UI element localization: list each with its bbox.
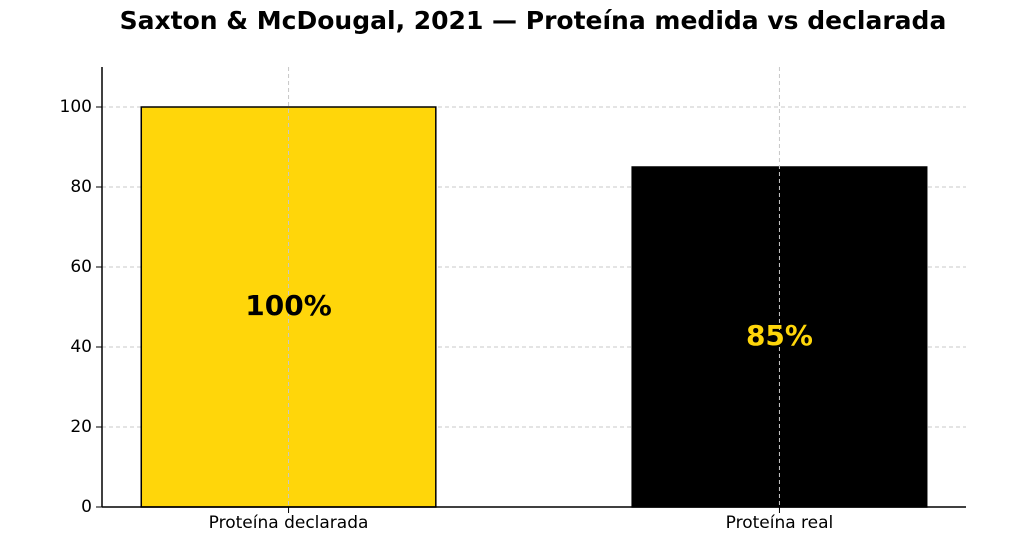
y-tick-label: 80 bbox=[70, 177, 92, 197]
x-tick-label: Proteína real bbox=[726, 513, 834, 533]
y-tick-label: 60 bbox=[70, 257, 92, 277]
y-tick-label: 40 bbox=[70, 337, 92, 357]
y-tick-label: 20 bbox=[70, 417, 92, 437]
x-tick-label: Proteína declarada bbox=[209, 513, 369, 533]
value-label: 100% bbox=[245, 289, 332, 322]
y-tick-label: 100 bbox=[60, 97, 92, 117]
value-label: 85% bbox=[746, 319, 813, 352]
y-tick-label: 0 bbox=[81, 497, 92, 517]
chart-title: Saxton & McDougal, 2021 — Proteína medid… bbox=[120, 6, 947, 35]
